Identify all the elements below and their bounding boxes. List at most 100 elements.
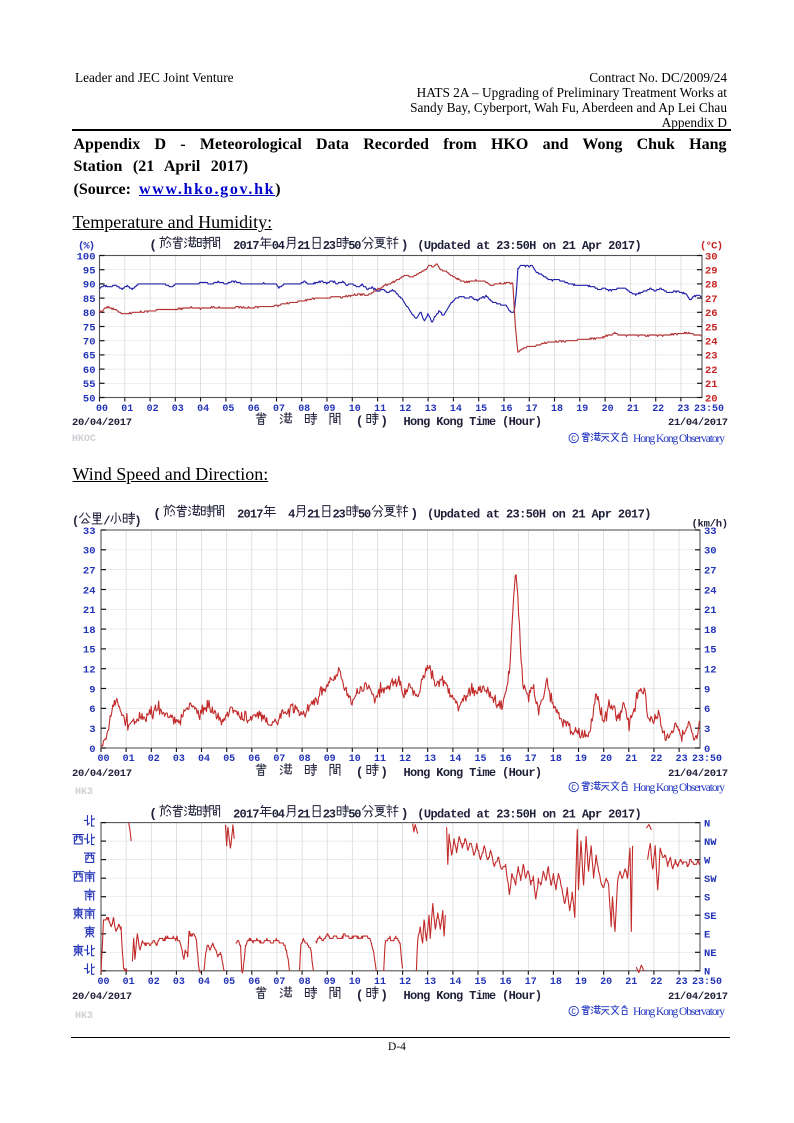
svg-text:24: 24 xyxy=(83,585,96,597)
svg-text:21: 21 xyxy=(705,379,718,391)
svg-text:22: 22 xyxy=(652,404,664,415)
svg-text:0: 0 xyxy=(704,744,710,756)
svg-text:12: 12 xyxy=(704,665,717,677)
svg-text:0: 0 xyxy=(89,744,95,756)
svg-text:21: 21 xyxy=(625,977,637,988)
svg-text:HK3: HK3 xyxy=(75,787,93,798)
svg-text:70: 70 xyxy=(83,337,96,349)
svg-text:HKOC: HKOC xyxy=(72,434,96,445)
svg-text:60: 60 xyxy=(83,365,96,377)
svg-text:15: 15 xyxy=(475,404,487,415)
svg-text:(km/h): (km/h) xyxy=(692,519,729,531)
svg-text:23: 23 xyxy=(333,507,346,521)
svg-text:02: 02 xyxy=(147,404,159,415)
svg-text:21/04/2017: 21/04/2017 xyxy=(668,417,728,429)
svg-text:05: 05 xyxy=(222,404,234,415)
svg-text:SE: SE xyxy=(704,911,717,923)
svg-text:W: W xyxy=(704,855,711,867)
svg-text:00: 00 xyxy=(98,977,110,988)
svg-text:(Updated at 23:50H on 21 Apr 2: (Updated at 23:50H on 21 Apr 2017) xyxy=(411,239,642,253)
svg-text:21: 21 xyxy=(83,605,96,617)
svg-text:): ) xyxy=(401,806,409,821)
svg-text:24: 24 xyxy=(704,585,717,597)
svg-text:06: 06 xyxy=(248,977,260,988)
svg-text:23: 23 xyxy=(677,404,689,415)
svg-text:21: 21 xyxy=(297,807,310,821)
svg-text:01: 01 xyxy=(123,754,135,765)
svg-text:C: C xyxy=(571,784,576,793)
svg-text:55: 55 xyxy=(83,379,96,391)
svg-text:30: 30 xyxy=(83,546,96,558)
svg-text:2017: 2017 xyxy=(233,807,259,821)
svg-text:08: 08 xyxy=(298,404,310,415)
svg-text:65: 65 xyxy=(83,351,96,363)
svg-text:15: 15 xyxy=(475,977,487,988)
svg-text:27: 27 xyxy=(705,294,718,306)
svg-text:21: 21 xyxy=(307,507,320,521)
svg-text:SW: SW xyxy=(704,874,717,886)
svg-text:21/04/2017: 21/04/2017 xyxy=(668,991,728,1003)
svg-text:22: 22 xyxy=(705,365,718,377)
svg-text:10: 10 xyxy=(349,754,361,765)
svg-text:13: 13 xyxy=(425,404,437,415)
svg-text:17: 17 xyxy=(526,404,538,415)
svg-text:20: 20 xyxy=(600,977,612,988)
svg-text:(Updated at 23:50H on 21 Apr 2: (Updated at 23:50H on 21 Apr 2017) xyxy=(420,507,651,521)
svg-text:): ) xyxy=(380,988,388,1003)
svg-text:6: 6 xyxy=(89,704,95,716)
svg-text:90: 90 xyxy=(83,280,96,292)
svg-text:07: 07 xyxy=(273,404,285,415)
svg-text:15: 15 xyxy=(475,754,487,765)
svg-text:03: 03 xyxy=(173,977,185,988)
svg-text:22: 22 xyxy=(650,754,662,765)
svg-text:02: 02 xyxy=(148,754,160,765)
svg-text:18: 18 xyxy=(550,977,562,988)
svg-text:21: 21 xyxy=(625,754,637,765)
svg-text:16: 16 xyxy=(500,754,512,765)
svg-text:100: 100 xyxy=(77,251,96,263)
svg-text:20: 20 xyxy=(600,754,612,765)
svg-text:02: 02 xyxy=(148,977,160,988)
svg-text:19: 19 xyxy=(576,404,588,415)
svg-text:(: ( xyxy=(72,515,79,529)
svg-text:20/04/2017: 20/04/2017 xyxy=(72,417,132,429)
svg-text:21/04/2017: 21/04/2017 xyxy=(668,768,728,780)
svg-text:19: 19 xyxy=(575,977,587,988)
svg-text:24: 24 xyxy=(705,337,718,349)
svg-text:18: 18 xyxy=(550,754,562,765)
svg-text:S: S xyxy=(704,893,710,905)
svg-text:18: 18 xyxy=(83,625,96,637)
svg-text:Hong Kong Observatory: Hong Kong Observatory xyxy=(633,1006,725,1018)
svg-text:23: 23 xyxy=(676,754,688,765)
svg-text:50: 50 xyxy=(348,239,361,253)
svg-text:07: 07 xyxy=(273,977,285,988)
svg-text:04: 04 xyxy=(197,404,209,415)
svg-text:4: 4 xyxy=(288,507,295,521)
svg-text:NW: NW xyxy=(704,837,717,849)
svg-text:13: 13 xyxy=(424,977,436,988)
svg-text:23: 23 xyxy=(323,239,336,253)
svg-text:3: 3 xyxy=(89,724,95,736)
svg-text:80: 80 xyxy=(83,308,96,320)
svg-text:16: 16 xyxy=(501,404,513,415)
svg-text:Hong Kong Time (Hour): Hong Kong Time (Hour) xyxy=(390,989,542,1003)
svg-text:09: 09 xyxy=(324,404,336,415)
svg-text:12: 12 xyxy=(399,404,411,415)
svg-text:9: 9 xyxy=(704,684,710,696)
svg-text:13: 13 xyxy=(424,754,436,765)
svg-text:6: 6 xyxy=(704,704,710,716)
svg-text:(: ( xyxy=(356,988,364,1003)
svg-text:33: 33 xyxy=(83,526,96,538)
svg-text:9: 9 xyxy=(89,684,95,696)
svg-text:C: C xyxy=(571,435,576,444)
svg-text:04: 04 xyxy=(198,977,210,988)
svg-text:30: 30 xyxy=(704,546,717,558)
svg-text:12: 12 xyxy=(399,977,411,988)
svg-text:NE: NE xyxy=(704,948,717,960)
svg-text:15: 15 xyxy=(704,645,717,657)
svg-text:(Updated at 23:50H on 21 Apr 2: (Updated at 23:50H on 21 Apr 2017) xyxy=(411,807,642,821)
svg-text:12: 12 xyxy=(83,665,96,677)
svg-text:30: 30 xyxy=(705,251,718,263)
svg-text:21: 21 xyxy=(627,404,639,415)
svg-text:21: 21 xyxy=(297,239,310,253)
